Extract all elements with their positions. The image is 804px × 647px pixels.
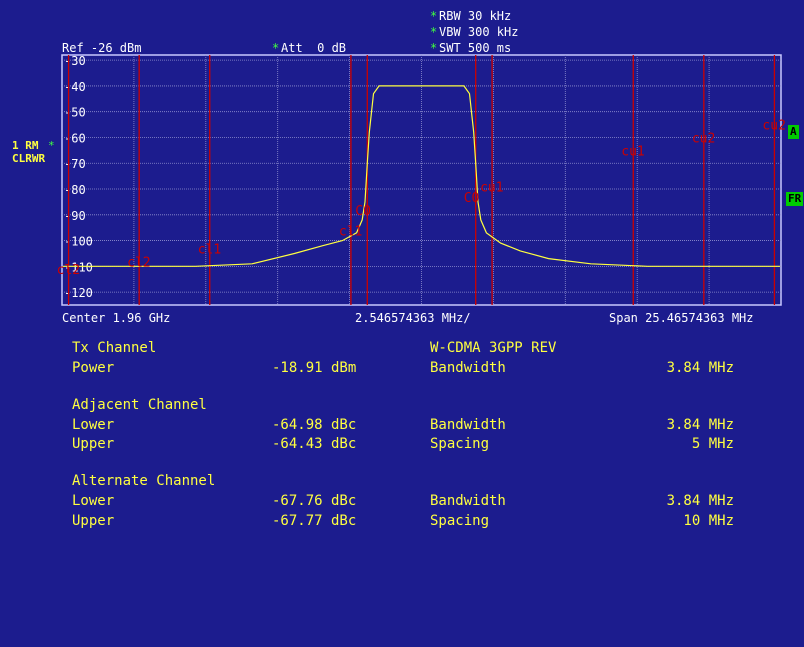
y-tick-label: -30 (64, 54, 86, 68)
adj-bandwidth-label: Bandwidth (430, 417, 506, 433)
att-star-icon: * (272, 41, 280, 55)
y-tick-label: -50 (64, 106, 86, 120)
y-tick-label: -100 (64, 235, 93, 249)
adj-bandwidth-value: 3.84 MHz (666, 417, 734, 433)
standard-label: W-CDMA 3GPP REV (430, 340, 557, 356)
tag-a-badge: A (788, 125, 799, 139)
alt-upper-value: -67.77 dBc (272, 513, 357, 529)
rbw-label: RBW 30 kHz (439, 9, 512, 23)
tx-bandwidth-value: 3.84 MHz (666, 360, 734, 376)
alt-spacing-label: Spacing (430, 513, 490, 529)
adj-upper-value: -64.43 dBc (272, 436, 357, 452)
y-tick-label: -70 (64, 157, 86, 171)
ref-level-label: Ref -26 dBm (62, 41, 142, 55)
tx-channel-heading: Tx Channel (72, 340, 157, 356)
channel-label: cu2 (692, 132, 715, 147)
alternate-channel-heading: Alternate Channel (72, 473, 216, 489)
power-value: -18.91 dBm (272, 360, 357, 376)
adjacent-channel-heading: Adjacent Channel (72, 397, 207, 413)
adj-upper-label: Upper (72, 436, 115, 452)
channel-label: cl1 (339, 224, 362, 239)
center-frequency-label: Center 1.96 GHz (62, 311, 171, 325)
alt-lower-label: Lower (72, 493, 115, 509)
power-label: Power (72, 360, 115, 376)
channel-label: cl1 (198, 242, 221, 257)
channel-label: C0 (355, 204, 371, 219)
channel-label: C0 (464, 191, 480, 206)
channel-label: cu2 (762, 119, 785, 134)
tag-fr-badge: FR (786, 192, 804, 206)
tx-bandwidth-label: Bandwidth (430, 360, 506, 376)
trace-label: 1 RM (12, 139, 39, 152)
spectrum-trace (62, 85, 781, 267)
trace-star-icon: * (48, 139, 55, 152)
attenuation-label: Att 0 dB (281, 41, 347, 55)
channel-label: cl2 (127, 255, 150, 270)
adj-lower-value: -64.98 dBc (272, 417, 357, 433)
channel-label: cu1 (621, 145, 644, 160)
channel-label: cl2 (57, 263, 80, 278)
adj-spacing-label: Spacing (430, 436, 490, 452)
y-tick-label: -80 (64, 183, 86, 197)
vbw-star-icon: * (430, 25, 438, 39)
swt-label: SWT 500 ms (439, 41, 512, 55)
alt-bandwidth-value: 3.84 MHz (666, 493, 734, 509)
alt-spacing-value: 10 MHz (683, 513, 734, 529)
alt-upper-label: Upper (72, 513, 115, 529)
trace-mode-label: CLRWR (12, 152, 46, 165)
rbw-star-icon: * (430, 9, 438, 23)
y-tick-label: -110 (64, 260, 93, 274)
y-tick-label: -40 (64, 80, 86, 94)
span-label: Span 25.46574363 MHz (609, 311, 754, 325)
vbw-label: VBW 300 kHz (439, 25, 519, 39)
adj-spacing-value: 5 MHz (691, 436, 734, 452)
alt-bandwidth-label: Bandwidth (430, 493, 506, 509)
alt-lower-value: -67.76 dBc (272, 493, 357, 509)
y-tick-label: -90 (64, 209, 86, 223)
y-tick-label: -120 (64, 286, 93, 300)
adj-lower-label: Lower (72, 417, 115, 433)
swt-star-icon: * (430, 41, 438, 55)
channel-label: cu1 (480, 181, 503, 196)
span-per-div-label: 2.546574363 MHz/ (355, 311, 471, 325)
y-tick-label: -60 (64, 131, 86, 145)
